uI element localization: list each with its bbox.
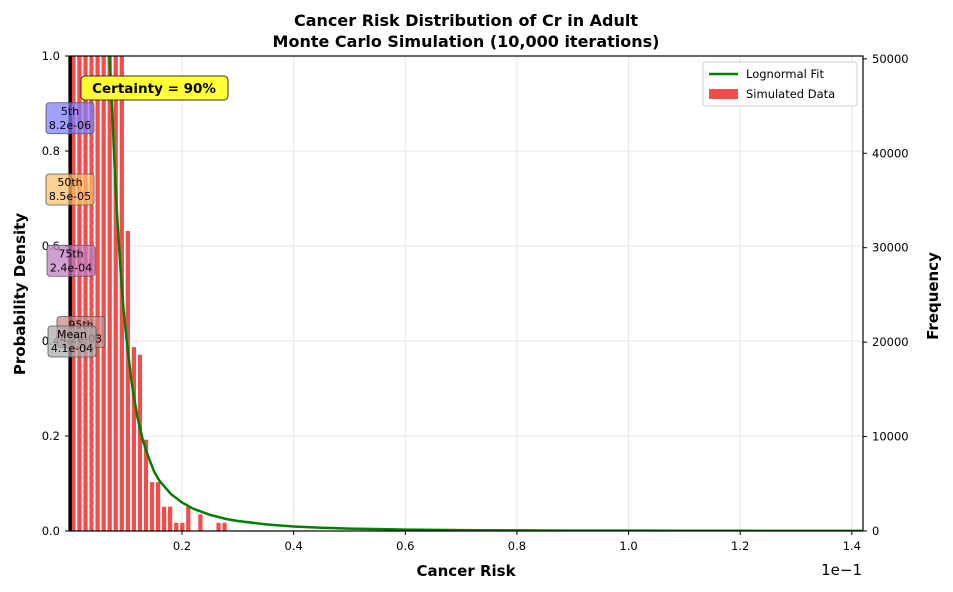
y2-tick-label: 40000 bbox=[872, 146, 909, 160]
x-tick-label: 1.2 bbox=[731, 539, 749, 553]
histogram-bar bbox=[167, 506, 173, 531]
histogram-bar bbox=[197, 513, 204, 531]
percentile-label-name: 50th bbox=[57, 176, 82, 189]
y2-tick-label: 20000 bbox=[872, 335, 909, 349]
percentile-label-value: 8.2e-06 bbox=[49, 119, 91, 132]
histogram-bar bbox=[113, 56, 119, 531]
x-tick-label: 0.2 bbox=[173, 539, 191, 553]
x-offset-label: 1e−1 bbox=[821, 561, 862, 579]
x-axis-label: Cancer Risk bbox=[416, 562, 516, 580]
y2-tick-label: 0 bbox=[872, 524, 879, 538]
certainty-annotation: Certainty = 90% bbox=[80, 75, 229, 101]
histogram-bar bbox=[137, 354, 143, 531]
x-tick-label: 1.0 bbox=[619, 539, 637, 553]
x-axis-ticks: 0.2 0.4 0.6 0.8 1.0 1.2 1.4 bbox=[173, 531, 861, 553]
lognormal-fit-path bbox=[108, 56, 863, 531]
percentile-labels: 5th8.2e-0650th8.5e-0575th2.4e-0495th4.2e… bbox=[45, 102, 106, 358]
legend-label-data: Simulated Data bbox=[746, 87, 835, 101]
percentile-label-value: 4.1e-04 bbox=[51, 342, 93, 355]
histogram-bar bbox=[125, 230, 131, 531]
legend-label-fit: Lognormal Fit bbox=[746, 67, 824, 81]
y-tick-label: 0.8 bbox=[42, 144, 60, 158]
y-tick-label: 0.0 bbox=[42, 524, 60, 538]
legend-box bbox=[702, 61, 858, 107]
legend: Lognormal Fit Simulated Data bbox=[702, 61, 858, 107]
legend-bar-swatch bbox=[709, 89, 738, 99]
percentile-label-name: 75th bbox=[58, 247, 83, 260]
grid-lines bbox=[69, 55, 863, 532]
histogram-bar bbox=[215, 522, 222, 531]
percentile-lines bbox=[69, 56, 95, 531]
percentile-label-box bbox=[46, 244, 96, 277]
histogram-bar bbox=[94, 56, 101, 531]
y2-axis-ticks: 0 10000 20000 30000 40000 50000 bbox=[863, 52, 909, 538]
histogram-bar bbox=[173, 522, 179, 531]
y-tick-label: 1.0 bbox=[42, 49, 60, 63]
y-axis-label: Probability Density bbox=[11, 213, 29, 375]
lognormal-fit-line bbox=[108, 56, 863, 531]
plot-frame bbox=[68, 55, 864, 532]
percentile-label-box bbox=[47, 325, 97, 358]
histogram-bar bbox=[155, 481, 161, 531]
percentile-label-name: 5th bbox=[61, 105, 79, 118]
y2-tick-label: 50000 bbox=[872, 52, 909, 66]
x-tick-label: 0.4 bbox=[285, 539, 303, 553]
x-tick-label: 0.8 bbox=[508, 539, 526, 553]
histogram-bar bbox=[106, 56, 113, 531]
percentile-label-box bbox=[45, 173, 95, 206]
x-tick-label: 1.4 bbox=[843, 539, 861, 553]
percentile-label-name: Mean bbox=[57, 328, 87, 341]
y2-axis-label: Frequency bbox=[924, 252, 942, 340]
certainty-box bbox=[80, 75, 229, 101]
histogram-bar bbox=[100, 56, 107, 531]
histogram-bar bbox=[149, 481, 155, 531]
histogram-bar bbox=[221, 522, 228, 531]
histogram-bar bbox=[76, 56, 83, 531]
histogram-bar bbox=[185, 506, 192, 531]
percentile-label-value: 8.5e-05 bbox=[49, 190, 91, 203]
y2-tick-label: 10000 bbox=[872, 430, 909, 444]
y-tick-label: 0.2 bbox=[42, 429, 60, 443]
histogram-bar bbox=[131, 346, 137, 531]
x-tick-label: 0.6 bbox=[396, 539, 414, 553]
y2-tick-label: 30000 bbox=[872, 241, 909, 255]
percentile-label-box bbox=[45, 102, 95, 135]
chart-title: Cancer Risk Distribution of Cr in Adult bbox=[294, 11, 638, 30]
histogram-bar bbox=[179, 522, 185, 531]
percentile-label-value: 2.4e-04 bbox=[50, 261, 92, 274]
histogram-bar bbox=[161, 506, 167, 531]
chart-subtitle: Monte Carlo Simulation (10,000 iteration… bbox=[273, 32, 660, 51]
certainty-text: Certainty = 90% bbox=[92, 81, 216, 97]
